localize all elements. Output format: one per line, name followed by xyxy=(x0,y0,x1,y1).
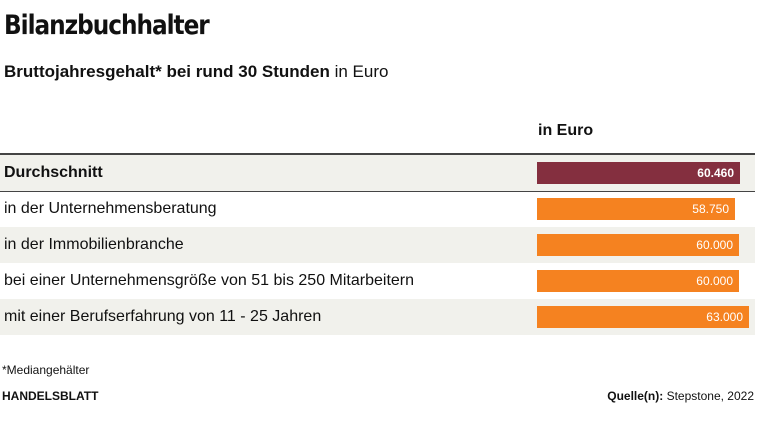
column-header: in Euro xyxy=(538,122,594,139)
subtitle-unit: in Euro xyxy=(329,62,389,81)
table-row-average: Durchschnitt 60.460 xyxy=(0,155,755,191)
table-row: mit einer Berufserfahrung von 11 - 25 Ja… xyxy=(0,299,755,335)
bar-average: 60.460 xyxy=(537,162,740,184)
row-separator xyxy=(0,191,755,192)
table-top-rule xyxy=(0,153,755,155)
row-label: in der Unternehmensberatung xyxy=(4,200,217,217)
source-value: Stepstone, 2022 xyxy=(663,389,754,403)
source: Quelle(n): Stepstone, 2022 xyxy=(607,389,754,403)
table-row: in der Unternehmensberatung 58.750 xyxy=(0,191,755,227)
table-row: bei einer Unternehmensgröße von 51 bis 2… xyxy=(0,263,755,299)
bar: 63.000 xyxy=(537,306,749,328)
subtitle-bold: Bruttojahresgehalt* bei rund 30 Stunden xyxy=(4,62,330,81)
source-label: Quelle(n): xyxy=(607,389,664,403)
row-label: bei einer Unternehmensgröße von 51 bis 2… xyxy=(4,272,415,289)
bar-value-label: 63.000 xyxy=(706,310,743,324)
chart-title: Bilanzbuchhalter xyxy=(4,10,210,41)
bar-value-label: 58.750 xyxy=(692,202,729,216)
bar-value-label: 60.460 xyxy=(697,166,734,180)
bar: 60.000 xyxy=(537,270,739,292)
bar: 58.750 xyxy=(537,198,735,220)
brand-name: HANDELSBLATT xyxy=(2,389,99,403)
table-row: in der Immobilienbranche 60.000 xyxy=(0,227,755,263)
bar: 60.000 xyxy=(537,234,739,256)
row-label: mit einer Berufserfahrung von 11 - 25 Ja… xyxy=(4,308,322,325)
chart-subtitle: Bruttojahresgehalt* bei rund 30 Stunden … xyxy=(4,62,388,82)
row-label: in der Immobilienbranche xyxy=(4,236,184,253)
bar-value-label: 60.000 xyxy=(696,274,733,288)
row-label: Durchschnitt xyxy=(4,164,103,181)
bar-value-label: 60.000 xyxy=(696,238,733,252)
footnote: *Mediangehälter xyxy=(2,363,90,377)
